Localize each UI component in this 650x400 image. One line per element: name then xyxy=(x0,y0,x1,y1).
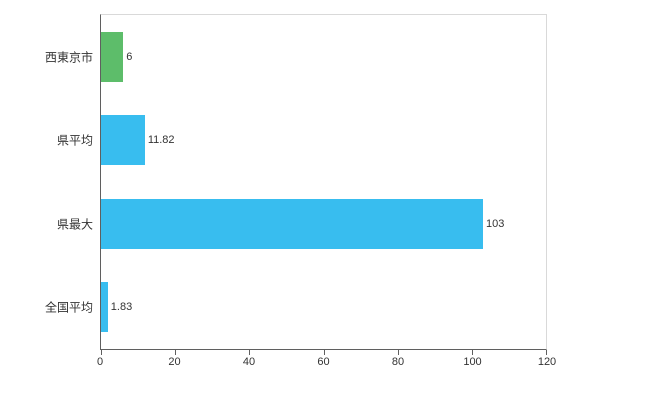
x-axis-tick-label: 20 xyxy=(168,356,181,368)
category-label: 全国平均 xyxy=(44,300,93,315)
x-axis-tick-label: 40 xyxy=(242,356,256,368)
category-label: 県最大 xyxy=(56,217,93,232)
value-label: 11.82 xyxy=(147,134,175,147)
bar xyxy=(101,198,483,249)
chart-band: 県最大 103 xyxy=(57,182,546,266)
chart-band: 県平均 11.82 xyxy=(57,99,546,183)
x-axis-tick xyxy=(249,350,251,355)
x-axis-tick-label: 0 xyxy=(96,356,104,368)
plot-area: 西東京市 6 県平均 11.82 県最大 103 全国平均 1.83 xyxy=(45,14,547,355)
chart-band: 全国平均 1.83 xyxy=(45,266,546,350)
value-label: 103 xyxy=(485,217,505,230)
x-axis-tick xyxy=(323,350,325,355)
chart-band: 西東京市 6 xyxy=(45,15,546,99)
x-axis-tick xyxy=(471,350,473,355)
bar xyxy=(101,282,108,333)
category-label: 西東京市 xyxy=(44,50,93,65)
value-label: 6 xyxy=(126,50,133,63)
x-axis-tick xyxy=(546,350,547,355)
x-axis-tick-label: 120 xyxy=(537,356,557,368)
x-axis-labels: 0 20 40 60 80 100 120 xyxy=(96,356,556,372)
x-axis-tick-label: 100 xyxy=(463,356,482,368)
x-axis-tick xyxy=(397,350,399,355)
x-axis-tick xyxy=(175,350,177,355)
x-axis-tick-label: 60 xyxy=(317,356,330,368)
x-axis-tick xyxy=(101,350,102,355)
category-label: 県平均 xyxy=(56,133,93,148)
bar xyxy=(101,31,124,82)
x-axis-tick-label: 80 xyxy=(391,356,405,368)
value-label: 1.83 xyxy=(110,301,133,314)
bar xyxy=(101,115,145,166)
